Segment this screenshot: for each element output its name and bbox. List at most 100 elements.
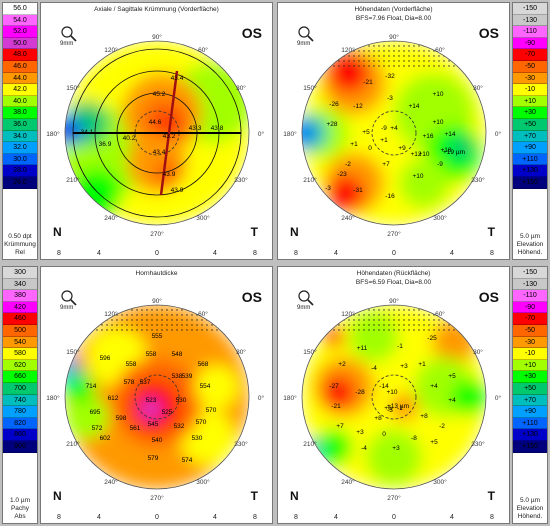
scale-cell: -50 bbox=[513, 60, 547, 73]
mask-dot bbox=[368, 309, 370, 311]
axis-tick: 4 bbox=[450, 514, 454, 521]
mask-dot bbox=[403, 329, 405, 331]
zoom-icon[interactable] bbox=[298, 290, 314, 306]
color-region bbox=[127, 133, 187, 193]
scale-cell: 36.0 bbox=[3, 118, 37, 131]
degree-label: 300° bbox=[196, 478, 210, 486]
mask-dot bbox=[353, 329, 355, 331]
mask-dot bbox=[418, 305, 420, 306]
mask-dot bbox=[221, 329, 223, 331]
mask-dot bbox=[338, 329, 340, 331]
map-value: +19 µm bbox=[443, 149, 465, 156]
mask-dot bbox=[448, 314, 450, 316]
left-scale-bottom: 300 340 380 420 460 500 540 580 620 660 700 740 780 8… bbox=[2, 266, 38, 524]
mask-dot bbox=[196, 305, 198, 306]
mask-dot bbox=[328, 319, 330, 321]
mask-dot bbox=[146, 324, 148, 326]
mask-dot bbox=[136, 329, 138, 331]
scale-cell: -110 bbox=[513, 26, 547, 38]
color-region bbox=[328, 175, 364, 211]
steep-meridian bbox=[159, 70, 179, 196]
zoom-icon[interactable] bbox=[61, 26, 77, 42]
mask-dot bbox=[136, 324, 138, 326]
mask-dot bbox=[423, 329, 425, 331]
map-value: 523 bbox=[146, 397, 157, 404]
posterior-elevation-panel[interactable]: 90° 120° 150° 180° 210° 240° 270° 300° 330° 0° 30°… bbox=[277, 266, 510, 524]
mask-dot bbox=[206, 324, 208, 326]
mask-dot bbox=[458, 324, 460, 326]
topography-map[interactable]: 90° 120° 150° 180° 210° 240° 270° 300° 330° 0° 30°… bbox=[278, 3, 510, 260]
zoom-icon[interactable] bbox=[298, 26, 314, 42]
degree-label: 120° bbox=[104, 46, 118, 54]
mask-dot bbox=[383, 314, 385, 316]
mask-dot bbox=[363, 314, 365, 316]
mask-dot bbox=[368, 60, 370, 62]
map-value: +1 bbox=[380, 137, 388, 144]
map-value: +9 bbox=[398, 145, 406, 152]
scale-cell: 540 bbox=[3, 336, 37, 349]
topography-map[interactable]: 90° 120° 150° 180° 210° 240° 270° 300° 330° 0° 30°… bbox=[41, 3, 273, 260]
mask-dot bbox=[358, 329, 360, 331]
mask-dot bbox=[328, 309, 330, 311]
mask-dot bbox=[373, 41, 375, 42]
mask-dot bbox=[413, 65, 415, 67]
mask-dot bbox=[358, 65, 360, 67]
mask-dot bbox=[433, 305, 435, 306]
mask-dot bbox=[398, 60, 400, 62]
mask-dot bbox=[418, 314, 420, 316]
scale-cell: -110 bbox=[513, 290, 547, 302]
scale-cell: +130 bbox=[513, 429, 547, 441]
mask-dot bbox=[171, 329, 173, 331]
degree-label: 240° bbox=[104, 214, 118, 222]
scale-cell: 54.0 bbox=[3, 14, 37, 27]
mask-dot bbox=[358, 55, 360, 57]
mask-dot bbox=[191, 329, 193, 331]
map-value: -21 bbox=[363, 79, 373, 86]
scale-step: 1.0 µm bbox=[3, 497, 37, 505]
map-value: +3 bbox=[392, 445, 400, 452]
mask-dot bbox=[86, 324, 88, 326]
topography-map[interactable]: 90° 120° 150° 180° 210° 240° 270° 300° 330° 0° 30°… bbox=[41, 267, 273, 524]
mask-dot bbox=[368, 50, 370, 52]
degree-label: 180° bbox=[46, 130, 60, 138]
mask-dot bbox=[448, 329, 450, 331]
mask-dot bbox=[328, 65, 330, 67]
mask-dot bbox=[353, 305, 355, 306]
axis-tick: 8 bbox=[490, 250, 494, 257]
mask-dot bbox=[216, 314, 218, 316]
map-value: 530 bbox=[176, 397, 187, 404]
axis-tick: 4 bbox=[97, 514, 101, 521]
mask-dot bbox=[413, 314, 415, 316]
zoom-icon[interactable] bbox=[61, 290, 77, 306]
mask-dot bbox=[348, 305, 350, 306]
mask-dot bbox=[383, 60, 385, 62]
mask-dot bbox=[373, 60, 375, 62]
mask-dot bbox=[348, 324, 350, 326]
mask-dot bbox=[403, 45, 405, 47]
mask-dot bbox=[428, 309, 430, 311]
mask-dot bbox=[358, 305, 360, 306]
mask-dot bbox=[353, 319, 355, 321]
mask-dot bbox=[448, 41, 450, 42]
color-region bbox=[65, 356, 75, 368]
scale-cell: 620 bbox=[3, 359, 37, 372]
mask-dot bbox=[413, 309, 415, 311]
scale-cell: 52.0 bbox=[3, 26, 37, 38]
axial-curvature-panel[interactable]: 90° 120° 150° 180° 210° 240° 270° 300° 330° 0° 30°… bbox=[40, 2, 273, 260]
anterior-elevation-panel[interactable]: 90° 120° 150° 180° 210° 240° 270° 300° 330° 0° 30°… bbox=[277, 2, 510, 260]
mask-dot bbox=[333, 324, 335, 326]
scale-type: Pachy bbox=[3, 505, 37, 513]
mask-dot bbox=[453, 329, 455, 331]
degree-label: 270° bbox=[150, 494, 164, 502]
mask-dot bbox=[141, 319, 143, 321]
scale-cell: 44.0 bbox=[3, 72, 37, 85]
topography-map[interactable]: 90° 120° 150° 180° 210° 240° 270° 300° 330° 0° 30°… bbox=[278, 267, 510, 524]
mask-dot bbox=[206, 329, 208, 331]
mask-dot bbox=[343, 305, 345, 306]
mask-dot bbox=[216, 319, 218, 321]
mask-dot bbox=[111, 319, 113, 321]
mask-dot bbox=[201, 319, 203, 321]
pachymetry-panel[interactable]: 90° 120° 150° 180° 210° 240° 270° 300° 330° 0° 30°… bbox=[40, 266, 273, 524]
scale-cell: 820 bbox=[3, 417, 37, 430]
map-value: 558 bbox=[126, 361, 137, 368]
